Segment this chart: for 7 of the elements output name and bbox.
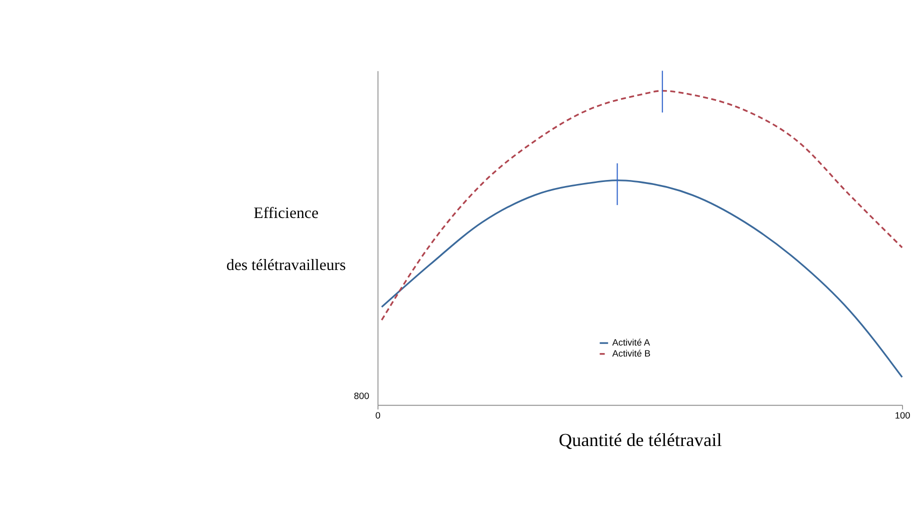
legend-label: Activité A xyxy=(612,338,651,348)
text: Efficience des télétravailleurs xyxy=(226,205,346,274)
text: 800 xyxy=(354,391,370,402)
x-axis-title: Quantité de télétravail xyxy=(558,430,722,450)
x-tick-label: 100 xyxy=(894,410,910,421)
legend-label: Activité B xyxy=(612,348,651,358)
x-tick-label: 0 xyxy=(375,410,381,421)
